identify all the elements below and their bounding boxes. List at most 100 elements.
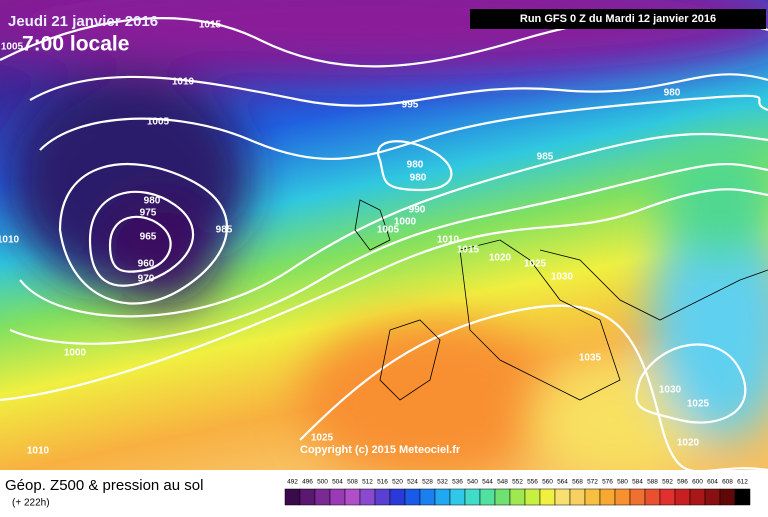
date: Jeudi 21 janvier 2016 xyxy=(8,13,158,30)
isobar-label: 1025 xyxy=(311,433,334,444)
isobar-label: 985 xyxy=(537,152,554,163)
isobar-label: 995 xyxy=(402,100,419,111)
scale-label: 604 xyxy=(707,479,718,486)
run-info: Run GFS 0 Z du Mardi 12 janvier 2016 xyxy=(520,13,716,25)
scale-swatch xyxy=(524,488,541,506)
isobar-label: 1015 xyxy=(199,20,222,31)
isobar-label: 1030 xyxy=(551,272,574,283)
isobar-label: 980 xyxy=(407,160,424,171)
scale-swatch xyxy=(569,488,586,506)
scale-swatch xyxy=(644,488,661,506)
scale-label: 532 xyxy=(437,479,448,486)
isobar-label: 1010 xyxy=(27,446,50,457)
isobar-label: 980 xyxy=(410,173,427,184)
scale-label: 608 xyxy=(722,479,733,486)
scale-swatch xyxy=(674,488,691,506)
scale-swatch xyxy=(329,488,346,506)
scale-label: 576 xyxy=(602,479,613,486)
scale-swatch xyxy=(614,488,631,506)
scale-swatch xyxy=(299,488,316,506)
scale-label: 572 xyxy=(587,479,598,486)
copyright: Copyright (c) 2015 Meteociel.fr xyxy=(300,444,461,456)
scale-label: 560 xyxy=(542,479,553,486)
scale-swatch xyxy=(599,488,616,506)
isobar-label: 1020 xyxy=(489,253,512,264)
scale-swatch xyxy=(554,488,571,506)
run-box xyxy=(470,9,766,29)
isobar-label: 985 xyxy=(216,225,233,236)
isobar-label: 1020 xyxy=(677,438,700,449)
scale-label: 596 xyxy=(677,479,688,486)
scale-swatch xyxy=(389,488,406,506)
scale-swatch xyxy=(464,488,481,506)
scale-swatch xyxy=(539,488,556,506)
isobar-label: 960 xyxy=(138,259,155,270)
scale-label: 516 xyxy=(377,479,388,486)
isobar-label: 970 xyxy=(138,274,155,285)
scale-label: 580 xyxy=(617,479,628,486)
scale-label: 600 xyxy=(692,479,703,486)
isobar-label: 1005 xyxy=(147,117,170,128)
local-time: 7:00 locale xyxy=(22,33,129,56)
scale-swatch xyxy=(719,488,736,506)
scale-swatch xyxy=(434,488,451,506)
scale-label: 528 xyxy=(422,479,433,486)
footer-title: Géop. Z500 & pression au sol xyxy=(5,477,203,494)
scale-swatch xyxy=(449,488,466,506)
isobar-label: 1010 xyxy=(172,77,195,88)
scale-label: 492 xyxy=(287,479,298,486)
scale-label: 544 xyxy=(482,479,493,486)
isobar-label: 1035 xyxy=(579,353,602,364)
isobar-label: 975 xyxy=(140,208,157,219)
scale-swatch xyxy=(359,488,376,506)
lead-time: (+ 222h) xyxy=(12,498,50,509)
scale-swatch xyxy=(704,488,721,506)
scale-label: 592 xyxy=(662,479,673,486)
scale-label: 500 xyxy=(317,479,328,486)
coastlines xyxy=(354,199,768,401)
isobar-label: 1030 xyxy=(659,385,682,396)
scale-swatch xyxy=(509,488,526,506)
isobar-label: 1010 xyxy=(0,235,20,246)
scale-label: 520 xyxy=(392,479,403,486)
scale-label: 496 xyxy=(302,479,313,486)
scale-swatch xyxy=(479,488,496,506)
isobar-label: 1000 xyxy=(394,217,417,228)
isobar-label: 980 xyxy=(144,196,161,207)
isobar-label: 1000 xyxy=(64,348,87,359)
scale-swatch xyxy=(629,488,646,506)
isobar-label: 1005 xyxy=(1,42,24,53)
scale-label: 564 xyxy=(557,479,568,486)
scale-label: 548 xyxy=(497,479,508,486)
scale-swatch xyxy=(404,488,421,506)
scale-label: 508 xyxy=(347,479,358,486)
isobar-label: 1025 xyxy=(524,259,547,270)
scale-label: 536 xyxy=(452,479,463,486)
isobar-label: 980 xyxy=(664,88,681,99)
scale-label: 584 xyxy=(632,479,643,486)
isobar-label: 1010 xyxy=(437,235,460,246)
isobar-label: 965 xyxy=(140,232,157,243)
scale-swatch xyxy=(374,488,391,506)
scale-swatch xyxy=(419,488,436,506)
scale-label: 612 xyxy=(737,479,748,486)
scale-label: 588 xyxy=(647,479,658,486)
scale-swatch xyxy=(734,488,751,506)
isobar-label: 1015 xyxy=(457,245,480,256)
isobars xyxy=(0,14,768,473)
isobar-label: 990 xyxy=(409,205,426,216)
scale-swatch xyxy=(314,488,331,506)
scale-label: 552 xyxy=(512,479,523,486)
scale-swatch xyxy=(344,488,361,506)
scale-swatch xyxy=(584,488,601,506)
isobar-label: 1005 xyxy=(377,225,400,236)
color-scale: 492 496 500 504 508 512 516 520 524 528 532 536 540 5… xyxy=(284,479,751,506)
scale-label: 540 xyxy=(467,479,478,486)
scale-label: 568 xyxy=(572,479,583,486)
scale-swatch xyxy=(659,488,676,506)
scale-label: 504 xyxy=(332,479,343,486)
scale-label: 512 xyxy=(362,479,373,486)
scale-label: 556 xyxy=(527,479,538,486)
isobar-label: 1025 xyxy=(687,399,710,410)
